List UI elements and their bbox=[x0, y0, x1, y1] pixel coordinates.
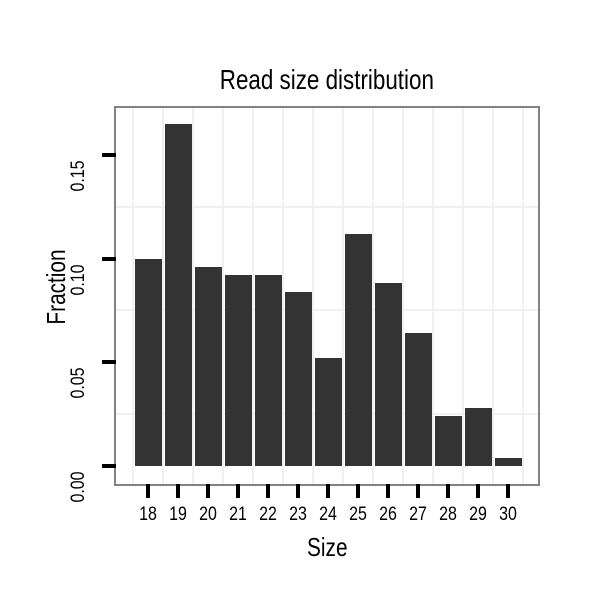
bar-23 bbox=[284, 291, 312, 466]
x-tick-label-28: 28 bbox=[439, 504, 458, 525]
minor-gridline-vertical bbox=[222, 108, 225, 484]
chart-title: Read size distribution bbox=[116, 62, 538, 98]
bar-24 bbox=[314, 358, 342, 466]
minor-gridline-horizontal bbox=[116, 205, 538, 208]
minor-gridline-vertical bbox=[522, 108, 525, 484]
x-tick-label-30: 30 bbox=[499, 504, 518, 525]
x-tick-27 bbox=[416, 484, 421, 498]
minor-gridline-vertical bbox=[342, 108, 345, 484]
minor-gridline-vertical bbox=[252, 108, 255, 484]
y-tick-0.00 bbox=[102, 464, 116, 468]
x-tick-21 bbox=[236, 484, 241, 498]
minor-gridline-vertical bbox=[372, 108, 375, 484]
minor-gridline-vertical bbox=[492, 108, 495, 484]
bar-26 bbox=[374, 283, 402, 466]
x-tick-19 bbox=[176, 484, 181, 498]
bar-21 bbox=[224, 275, 252, 466]
bar-28 bbox=[434, 416, 462, 466]
minor-gridline-vertical bbox=[432, 108, 435, 484]
x-tick-label-18: 18 bbox=[139, 504, 158, 525]
minor-gridline-vertical bbox=[312, 108, 315, 484]
bar-30 bbox=[494, 457, 522, 466]
x-tick-label-27: 27 bbox=[409, 504, 428, 525]
bar-27 bbox=[404, 333, 432, 466]
x-tick-23 bbox=[296, 484, 301, 498]
bar-25 bbox=[344, 233, 372, 466]
x-tick-20 bbox=[206, 484, 211, 498]
minor-gridline-vertical bbox=[282, 108, 285, 484]
y-axis-title: Fraction bbox=[41, 249, 71, 325]
x-tick-label-25: 25 bbox=[349, 504, 368, 525]
bar-18 bbox=[134, 258, 162, 466]
minor-gridline-vertical bbox=[162, 108, 165, 484]
chart-title-text: Read size distribution bbox=[219, 64, 435, 95]
x-tick-label-24: 24 bbox=[319, 504, 338, 525]
x-axis-title-text: Size bbox=[306, 532, 348, 562]
minor-gridline-vertical bbox=[132, 108, 135, 484]
bar-20 bbox=[194, 266, 222, 466]
bar-29 bbox=[464, 407, 492, 466]
x-tick-label-21: 21 bbox=[229, 504, 248, 525]
x-tick-25 bbox=[356, 484, 361, 498]
y-tick-0.10 bbox=[102, 256, 116, 261]
x-tick-30 bbox=[506, 484, 511, 498]
x-tick-22 bbox=[266, 484, 271, 498]
y-tick-0.05 bbox=[102, 360, 116, 365]
minor-gridline-horizontal bbox=[116, 309, 538, 312]
x-tick-label-22: 22 bbox=[259, 504, 278, 525]
y-tick-label-0.15: 0.15 bbox=[68, 160, 89, 192]
y-tick-label-0.05: 0.05 bbox=[68, 367, 89, 399]
x-tick-24 bbox=[326, 484, 331, 498]
x-tick-18 bbox=[146, 484, 151, 498]
y-tick-label-0.00: 0.00 bbox=[68, 471, 89, 503]
minor-gridline-vertical bbox=[192, 108, 195, 484]
bar-19 bbox=[164, 123, 192, 466]
x-tick-29 bbox=[476, 484, 481, 498]
x-tick-label-19: 19 bbox=[169, 504, 188, 525]
minor-gridline-vertical bbox=[402, 108, 405, 484]
x-axis-title: Size bbox=[116, 532, 538, 562]
x-tick-26 bbox=[386, 484, 391, 498]
y-tick-0.15 bbox=[102, 152, 116, 157]
plot-panel bbox=[116, 108, 538, 484]
x-tick-28 bbox=[446, 484, 451, 498]
x-tick-label-20: 20 bbox=[199, 504, 218, 525]
x-tick-label-29: 29 bbox=[469, 504, 488, 525]
bar-22 bbox=[254, 275, 282, 466]
y-tick-label-0.10: 0.10 bbox=[68, 263, 89, 296]
minor-gridline-vertical bbox=[462, 108, 465, 484]
x-tick-label-23: 23 bbox=[289, 504, 308, 525]
x-tick-label-26: 26 bbox=[379, 504, 398, 525]
